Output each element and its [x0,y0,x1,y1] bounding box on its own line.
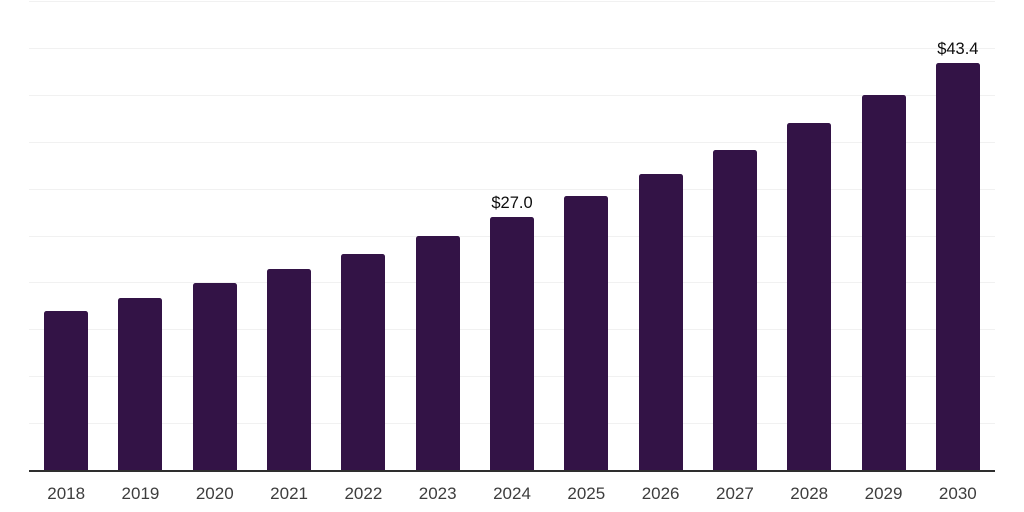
bar-2023 [415,236,460,470]
x-tick-label-2027: 2027 [716,484,754,503]
gridline-40 [29,94,995,96]
bar-2029 [861,94,906,470]
x-tick-label-2028: 2028 [790,484,829,503]
x-tick-label-2024: 2024 [493,484,531,503]
bar-2026 [638,173,683,470]
bar-2019 [118,298,163,470]
bar-2030 [935,62,980,470]
x-tick-label-2022: 2022 [344,484,383,503]
x-tick-label-2030: 2030 [938,484,977,503]
gridline-35 [29,141,995,143]
bar-2025 [564,196,609,470]
bar-value-label-2030: $43.4 [937,39,979,58]
x-axis-line [29,470,995,472]
x-tick-label-2018: 2018 [47,484,86,503]
gridline-50 [29,0,995,2]
bar-2018 [44,311,89,470]
bar-2022 [341,254,386,470]
bar-2028 [787,122,832,470]
gridline-30 [29,188,995,190]
x-tick-label-2021: 2021 [270,484,308,503]
x-tick-label-2029: 2029 [864,484,903,503]
bar-2027 [712,150,757,470]
x-tick-label-2023: 2023 [418,484,457,503]
x-tick-label-2025: 2025 [567,484,606,503]
x-tick-label-2026: 2026 [641,484,680,503]
bar-2020 [192,283,237,470]
gridline-45 [29,47,995,49]
x-tick-label-2020: 2020 [195,484,234,503]
x-tick-label-2019: 2019 [121,484,160,503]
bar-2021 [267,269,312,470]
bar-2024 [490,216,534,470]
bar-value-label-2024: $27.0 [491,193,533,212]
